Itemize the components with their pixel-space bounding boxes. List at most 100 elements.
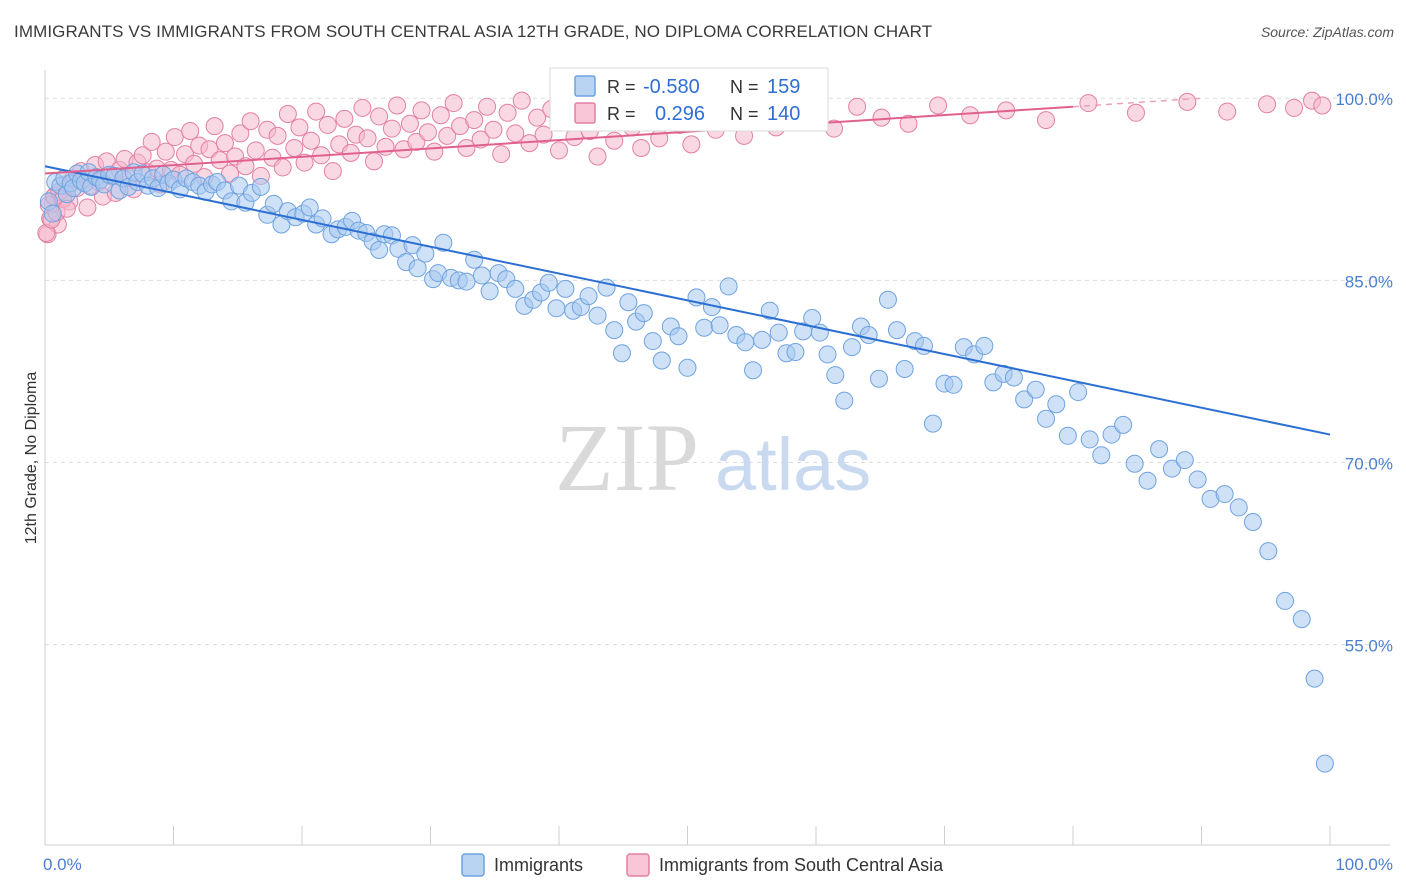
trend-line (44, 165, 1331, 436)
data-point (887, 321, 906, 340)
data-point (652, 351, 671, 370)
data-point (848, 97, 867, 116)
data-point (165, 128, 184, 147)
y-tick-label: 100.0% (1335, 90, 1393, 109)
data-point (612, 344, 631, 363)
watermark: ZIP atlas (555, 404, 871, 511)
data-point (923, 414, 942, 433)
series-immigrants-points (39, 163, 1334, 773)
legend-top-box (549, 67, 829, 132)
data-point (181, 122, 200, 140)
data-point (251, 177, 270, 196)
data-point (1259, 542, 1278, 561)
data-point (869, 369, 888, 388)
data-point (669, 327, 688, 346)
data-point (826, 366, 845, 385)
data-point (1037, 111, 1056, 130)
data-point (579, 287, 598, 306)
series-south-central-asia-points (37, 91, 1332, 244)
data-point (370, 107, 389, 126)
data-point (528, 108, 547, 127)
data-point (1138, 471, 1157, 490)
data-point (744, 361, 763, 380)
data-point (236, 157, 255, 176)
data-point (736, 333, 755, 352)
data-point (1125, 454, 1144, 473)
data-point (407, 132, 426, 151)
x-tick-label: 0.0% (43, 855, 82, 874)
data-point (975, 336, 994, 355)
data-point (278, 105, 297, 123)
data-point (318, 115, 337, 134)
y-tick-label: 55.0% (1345, 637, 1393, 656)
data-point (1162, 459, 1181, 478)
data-point (1080, 430, 1099, 449)
grid-lines (45, 97, 1390, 646)
data-point (1243, 513, 1262, 531)
data-point (1188, 470, 1207, 489)
data-point (1079, 94, 1098, 113)
legend-n-label-1: N = (730, 77, 759, 97)
legend-swatch-immigrants (574, 75, 596, 97)
data-point (484, 120, 503, 139)
data-point (231, 124, 250, 143)
data-point (753, 330, 772, 349)
data-point (506, 124, 525, 143)
data-point (678, 358, 697, 377)
legend-n-label-2: N = (730, 104, 759, 124)
data-point (895, 360, 914, 378)
data-point (400, 114, 419, 133)
data-point (408, 259, 427, 278)
data-point (457, 139, 476, 157)
data-point (388, 96, 407, 115)
source-label: Source: ZipAtlas.com (1260, 24, 1394, 40)
data-point (205, 117, 224, 136)
data-point (769, 323, 788, 342)
data-point (643, 332, 662, 351)
data-point (1276, 591, 1295, 610)
data-point (43, 204, 62, 223)
data-point (506, 279, 525, 298)
data-point (307, 102, 326, 121)
y-tick-label: 70.0% (1345, 455, 1393, 474)
data-point (1175, 451, 1194, 470)
data-point (425, 142, 444, 161)
data-point (547, 299, 566, 318)
trend-line (44, 105, 1074, 175)
data-point (221, 164, 240, 183)
data-point (268, 126, 287, 145)
legend-bottom-swatch-south-central-asia (626, 853, 650, 877)
legend-bottom-label-immigrants: Immigrants (494, 855, 583, 875)
legend-r-value-2: 0.296 (655, 103, 705, 125)
data-point (1305, 669, 1324, 688)
data-point (1292, 610, 1311, 629)
y-tick-label: 85.0% (1345, 272, 1393, 291)
x-tick-labels: 0.0% 100.0% (43, 855, 1393, 874)
data-point (556, 279, 575, 298)
data-point (335, 109, 354, 128)
data-point (1229, 498, 1248, 517)
data-point (1015, 390, 1034, 409)
data-point (760, 301, 779, 320)
data-point (1178, 92, 1197, 111)
data-point (1037, 409, 1056, 428)
data-point (478, 97, 497, 116)
data-point (358, 129, 377, 148)
data-point (142, 132, 161, 151)
data-point (534, 125, 553, 144)
data-point (472, 266, 491, 285)
data-point (695, 318, 714, 337)
data-point (300, 198, 319, 217)
legend-bottom: Immigrants Immigrants from South Central… (461, 853, 944, 877)
data-point (1218, 102, 1237, 121)
data-point (471, 130, 490, 149)
data-point (605, 321, 624, 340)
data-point (605, 131, 624, 150)
data-point (1258, 95, 1277, 114)
data-point (1004, 368, 1023, 387)
data-point (634, 304, 653, 323)
legend-r-label-2: R = (607, 104, 636, 124)
data-point (465, 111, 484, 130)
data-point (290, 118, 309, 137)
